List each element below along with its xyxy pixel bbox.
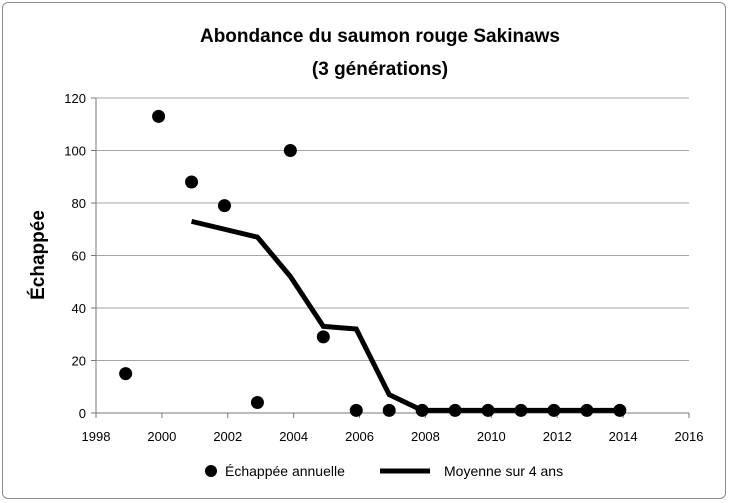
legend-marker-scatter [205, 465, 217, 477]
x-tick-label: 1998 [82, 429, 111, 444]
data-point-echappee [613, 403, 627, 417]
data-point-echappee [349, 403, 363, 417]
data-point-echappee [382, 403, 396, 417]
x-tick-label: 2002 [213, 429, 242, 444]
y-tick-label: 40 [72, 301, 86, 316]
x-tick-label: 2010 [477, 429, 506, 444]
x-tick-label: 2006 [345, 429, 374, 444]
x-tick-label: 2008 [411, 429, 440, 444]
x-tick-label: 2004 [279, 429, 308, 444]
data-point-echappee [250, 396, 264, 409]
y-tick-label: 100 [64, 144, 86, 159]
data-point-echappee [316, 330, 330, 344]
series-line-moyenne [190, 218, 620, 413]
data-point-echappee [119, 367, 133, 381]
x-tick-label: 2000 [147, 429, 176, 444]
x-tick-label: 2012 [543, 429, 572, 444]
y-axis-label: Échappée [27, 210, 49, 300]
y-tick-label: 20 [72, 354, 86, 369]
data-point-echappee [217, 199, 231, 213]
y-tick-label: 0 [79, 406, 86, 421]
data-point-echappee [415, 403, 429, 417]
x-tick-label: 2016 [675, 429, 704, 444]
data-point-echappee [547, 403, 561, 417]
legend-label-line: Moyenne sur 4 ans [444, 463, 563, 479]
y-tick-label: 60 [72, 249, 86, 264]
y-tick-label: 120 [64, 91, 86, 106]
data-point-echappee [448, 403, 462, 417]
chart-title-line-1: Abondance du saumon rouge Sakinaws [200, 26, 560, 47]
data-point-echappee [481, 403, 495, 417]
chart-title-line-2: (3 générations) [312, 59, 448, 80]
data-point-echappee [152, 109, 166, 123]
data-point-echappee [185, 175, 199, 189]
y-tick-label: 80 [72, 196, 86, 211]
x-tick-label: 2014 [609, 429, 638, 444]
data-point-echappee [283, 144, 297, 157]
data-point-echappee [580, 403, 594, 417]
legend-label-scatter: Échappée annuelle [225, 463, 345, 479]
chart-frame [2, 2, 726, 499]
data-point-echappee [514, 403, 528, 417]
legend: Échappée annuelle Moyenne sur 4 ans [205, 463, 563, 479]
